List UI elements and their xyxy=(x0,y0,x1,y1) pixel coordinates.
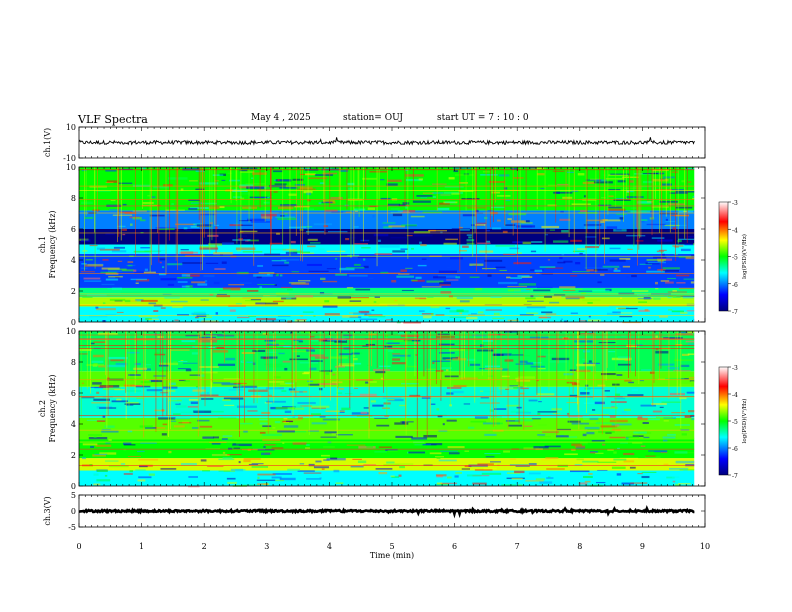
spectrogram-band xyxy=(79,297,695,307)
header-station: station= OUJ xyxy=(343,113,404,123)
x-tick-label: 4 xyxy=(327,542,332,551)
colorbar-tick-label: -7 xyxy=(732,309,738,316)
header-start-time: start UT = 7 : 10 : 0 xyxy=(437,113,529,123)
colorbar-label: log(PSD)(V²/Hz) xyxy=(741,234,748,279)
colorbar-tick-label: -5 xyxy=(732,419,738,426)
waveform-trace xyxy=(79,505,695,519)
y-tick-label: 2 xyxy=(71,451,76,460)
colorbar xyxy=(718,201,729,312)
colorbar xyxy=(718,366,729,476)
y-axis-label: Frequency (kHz) xyxy=(48,374,57,442)
spectrogram-band xyxy=(79,417,695,440)
y-axis-label: ch.2 xyxy=(38,400,47,417)
colorbar-tick-label: -6 xyxy=(732,446,738,453)
colorbar-tick-label: -4 xyxy=(732,392,738,399)
y-axis-label: ch.3(V) xyxy=(43,496,52,525)
y-tick-label: -5 xyxy=(68,523,76,532)
y-tick-label: 10 xyxy=(66,327,76,336)
y-tick-label: 0 xyxy=(71,482,76,491)
x-tick-label: 3 xyxy=(264,542,269,551)
y-tick-label: 8 xyxy=(71,358,76,367)
no-data-area xyxy=(694,331,705,486)
x-tick-label: 9 xyxy=(640,542,645,551)
x-tick-label: 5 xyxy=(389,542,394,551)
spectrogram-band xyxy=(79,244,695,254)
y-tick-label: 4 xyxy=(71,256,76,265)
spectrogram-band xyxy=(79,167,695,211)
colorbar-tick-label: -5 xyxy=(732,255,738,262)
x-tick-label: 1 xyxy=(139,542,144,551)
x-tick-label: 8 xyxy=(577,542,582,551)
x-tick-label: 7 xyxy=(515,542,520,551)
y-tick-label: 0 xyxy=(71,318,76,327)
x-tick-label: 2 xyxy=(202,542,207,551)
y-axis-label: ch.1(V) xyxy=(43,128,52,157)
y-tick-label: 0 xyxy=(71,507,76,516)
y-tick-label: 4 xyxy=(71,420,76,429)
y-tick-label: 6 xyxy=(71,389,76,398)
y-axis-label: Frequency (kHz) xyxy=(48,210,57,278)
plot-title: VLF Spectra xyxy=(78,113,148,126)
y-axis-label: ch.1 xyxy=(38,236,47,253)
waveform-trace xyxy=(78,137,695,146)
x-tick-label: 0 xyxy=(76,542,81,551)
colorbar-tick-label: -7 xyxy=(732,473,738,480)
spectrogram-band xyxy=(79,253,695,288)
x-axis-label: Time (min) xyxy=(370,551,414,560)
x-tick-label: 10 xyxy=(700,542,710,551)
colorbar-label: log(PSD)(V²/Hz) xyxy=(741,399,748,444)
y-tick-label: 5 xyxy=(71,491,76,500)
spectrogram-band xyxy=(79,458,695,471)
y-tick-label: 10 xyxy=(66,163,76,172)
y-tick-label: 6 xyxy=(71,225,76,234)
no-data-area xyxy=(694,167,705,322)
colorbar-tick-label: -3 xyxy=(732,365,738,372)
x-tick-label: 6 xyxy=(452,542,457,551)
y-tick-label: 8 xyxy=(71,194,76,203)
header-date: May 4 , 2025 xyxy=(251,113,311,123)
colorbar-tick-label: -3 xyxy=(732,200,738,207)
colorbar-tick-label: -6 xyxy=(732,282,738,289)
y-tick-label: 2 xyxy=(71,287,76,296)
spectrogram-band xyxy=(79,229,695,245)
spectrogram-band xyxy=(79,287,695,298)
colorbar-tick-label: -4 xyxy=(732,227,738,234)
y-tick-label: 10 xyxy=(66,123,76,132)
y-tick-label: -10 xyxy=(63,154,76,163)
